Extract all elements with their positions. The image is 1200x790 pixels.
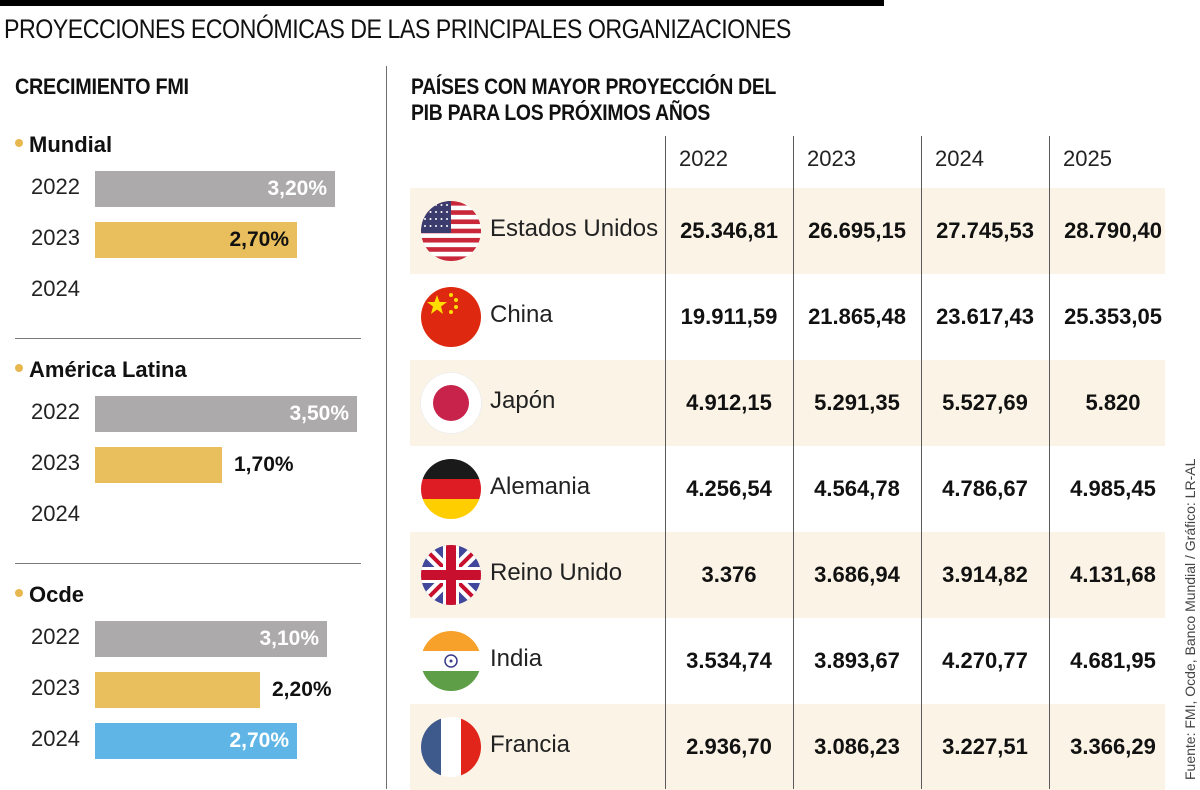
table-row xyxy=(410,446,1165,532)
column-divider xyxy=(921,136,922,789)
column-divider xyxy=(1049,136,1050,789)
table-cell: 4.270,77 xyxy=(942,648,1028,673)
table-cell: 3.534,74 xyxy=(686,648,772,673)
bar-value-label: 3,20% xyxy=(267,177,327,200)
imf-growth-title: CRECIMIENTO FMI xyxy=(15,74,189,99)
table-cell: 25.353,05 xyxy=(1064,304,1162,329)
table-cell: 3.366,29 xyxy=(1070,734,1156,759)
table-cell: 3.086,23 xyxy=(814,734,900,759)
bar-2022 xyxy=(95,396,357,432)
table-cell: 5.820 xyxy=(1085,390,1141,415)
column-header-2024: 2024 xyxy=(935,146,984,171)
table-cell: 26.695,15 xyxy=(808,218,906,243)
bar-2023 xyxy=(95,672,260,708)
year-label: 2023 xyxy=(31,450,80,475)
panel-divider xyxy=(386,66,387,789)
group-name: Ocde xyxy=(29,582,85,607)
table-cell: 4.681,95 xyxy=(1070,648,1156,673)
table-cell: 28.790,40 xyxy=(1064,218,1162,243)
table-row xyxy=(410,704,1165,790)
country-name: Japón xyxy=(490,387,556,414)
india-flag-icon xyxy=(421,631,481,691)
year-label: 2024 xyxy=(31,276,80,301)
uk-flag-icon xyxy=(421,545,481,605)
year-label: 2022 xyxy=(31,624,80,649)
year-label: 2023 xyxy=(31,225,80,250)
year-label: 2022 xyxy=(31,399,80,424)
japan-flag-icon xyxy=(421,373,481,433)
bullet-icon xyxy=(15,364,23,373)
source-note: Fuente: FMI, Ocde, Banco Mundial / Gráfi… xyxy=(1182,458,1198,780)
gdp-table-title: PAÍSES CON MAYOR PROYECCIÓN DEL PIB PARA… xyxy=(411,74,776,126)
table-cell: 4.912,15 xyxy=(686,390,772,415)
table-row xyxy=(410,618,1165,704)
table-cell: 2.936,70 xyxy=(686,734,772,759)
country-name: India xyxy=(490,645,543,672)
table-cell: 3.686,94 xyxy=(814,562,900,587)
top-rule xyxy=(0,0,884,6)
table-row xyxy=(410,274,1165,360)
bar-2022 xyxy=(95,171,335,207)
country-name: Estados Unidos xyxy=(490,215,659,242)
table-cell: 3.893,67 xyxy=(814,648,900,673)
country-name: Reino Unido xyxy=(490,559,623,586)
bullet-icon xyxy=(15,589,23,598)
year-label: 2024 xyxy=(31,501,80,526)
bar-2023 xyxy=(95,447,222,483)
us-flag-icon xyxy=(421,201,481,261)
table-cell: 3.376 xyxy=(701,562,757,587)
bar-value-label: 2,20% xyxy=(272,678,332,701)
column-divider xyxy=(793,136,794,789)
bar-2024 xyxy=(95,723,297,759)
country-name: China xyxy=(490,301,553,328)
bar-value-label: 2,70% xyxy=(229,729,289,752)
table-cell: 23.617,43 xyxy=(936,304,1034,329)
bar-value-label: 1,70% xyxy=(234,453,294,476)
bar-value-label: 3,50% xyxy=(289,402,349,425)
table-row xyxy=(410,532,1165,618)
table-cell: 4.564,78 xyxy=(814,476,900,501)
country-name: Francia xyxy=(490,731,571,758)
year-label: 2024 xyxy=(31,726,80,751)
group-name: América Latina xyxy=(29,357,187,382)
table-cell: 27.745,53 xyxy=(936,218,1034,243)
column-header-2023: 2023 xyxy=(807,146,856,171)
table-cell: 19.911,59 xyxy=(680,304,778,329)
table-cell: 3.227,51 xyxy=(942,734,1028,759)
column-header-2025: 2025 xyxy=(1063,146,1112,171)
table-cell: 4.985,45 xyxy=(1070,476,1156,501)
group-separator xyxy=(15,563,361,564)
table-row xyxy=(410,360,1165,446)
bullet-icon xyxy=(15,139,23,148)
bar-2022 xyxy=(95,621,327,657)
country-name: Alemania xyxy=(490,473,591,500)
group-title-ocde: Ocde xyxy=(15,582,84,608)
year-label: 2023 xyxy=(31,675,80,700)
table-cell: 25.346,81 xyxy=(680,218,778,243)
table-row xyxy=(410,188,1165,274)
group-title-mundial: Mundial xyxy=(15,132,112,158)
column-divider xyxy=(665,136,666,789)
bar-value-label: 2,70% xyxy=(229,228,289,251)
germany-flag-icon xyxy=(421,459,481,519)
table-cell: 3.914,82 xyxy=(942,562,1028,587)
table-cell: 5.291,35 xyxy=(814,390,900,415)
table-cell: 5.527,69 xyxy=(942,390,1028,415)
table-cell: 21.865,48 xyxy=(808,304,906,329)
table-cell: 4.256,54 xyxy=(686,476,772,501)
group-separator xyxy=(15,338,361,339)
main-title: PROYECCIONES ECONÓMICAS DE LAS PRINCIPAL… xyxy=(4,14,791,44)
china-flag-icon xyxy=(421,287,481,347)
gdp-table-title-line-1: PAÍSES CON MAYOR PROYECCIÓN DEL xyxy=(411,74,777,99)
group-name: Mundial xyxy=(29,132,113,157)
france-flag-icon xyxy=(421,717,481,777)
gdp-table-title-line-2: PIB PARA LOS PRÓXIMOS AÑOS xyxy=(411,100,710,125)
bar-2023 xyxy=(95,222,297,258)
table-cell: 4.131,68 xyxy=(1070,562,1156,587)
column-header-2022: 2022 xyxy=(679,146,728,171)
table-cell: 4.786,67 xyxy=(942,476,1028,501)
group-title-américa-latina: América Latina xyxy=(15,357,187,383)
year-label: 2022 xyxy=(31,174,80,199)
bar-value-label: 3,10% xyxy=(259,627,319,650)
